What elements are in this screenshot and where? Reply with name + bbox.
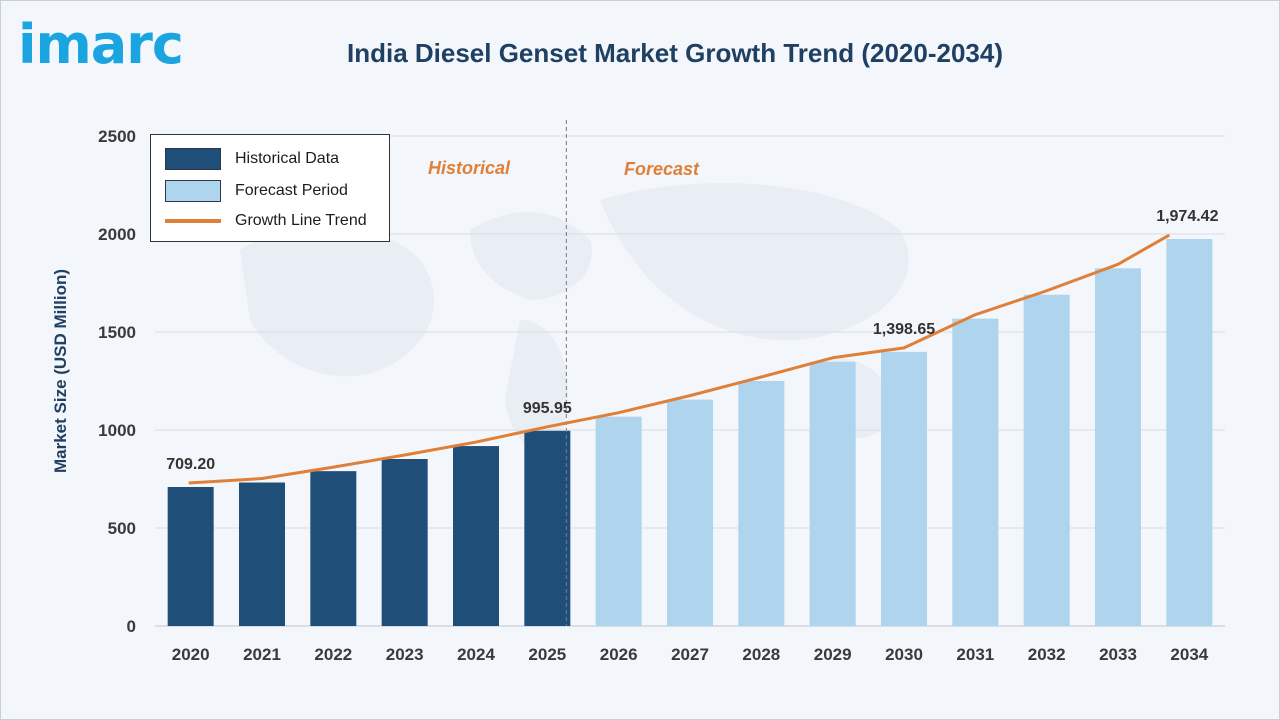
map-shape-1 xyxy=(470,211,592,300)
bar-2022 xyxy=(310,471,357,626)
y-tick-label-500: 500 xyxy=(108,519,136,538)
bar-2025 xyxy=(524,430,571,626)
data-label-2030: 1,398.65 xyxy=(873,321,935,338)
x-tick-label-2024: 2024 xyxy=(457,645,495,664)
legend-item-forecast: Forecast Period xyxy=(165,179,348,203)
bar-2021 xyxy=(239,482,285,626)
legend-swatch-trend xyxy=(165,219,221,223)
y-tick-label-1000: 1000 xyxy=(98,421,136,440)
legend-item-trend: Growth Line Trend xyxy=(165,209,367,233)
y-tick-label-0: 0 xyxy=(127,617,136,636)
bar-2031 xyxy=(952,318,999,626)
bar-2033 xyxy=(1095,268,1141,626)
map-shape-4 xyxy=(505,320,568,453)
map-shape-0 xyxy=(240,224,435,377)
historical-period-label: Historical xyxy=(428,158,511,178)
data-label-2025: 995.95 xyxy=(523,400,572,417)
legend-item-historical: Historical Data xyxy=(165,147,339,171)
legend: Historical Data Forecast Period Growth L… xyxy=(150,134,390,242)
bar-2024 xyxy=(453,446,499,626)
x-tick-label-2033: 2033 xyxy=(1099,645,1137,664)
legend-label-historical: Historical Data xyxy=(235,150,340,167)
data-label-2034: 1,974.42 xyxy=(1156,208,1218,225)
data-label-2020: 709.20 xyxy=(166,456,215,473)
growth-trend-line xyxy=(188,233,1171,485)
legend-label-trend: Growth Line Trend xyxy=(235,212,367,229)
legend-label-forecast: Forecast Period xyxy=(235,182,348,199)
chart-title: India Diesel Genset Market Growth Trend … xyxy=(346,38,1003,68)
bar-2028 xyxy=(738,381,785,626)
x-tick-label-2021: 2021 xyxy=(243,645,281,664)
x-tick-label-2022: 2022 xyxy=(314,645,352,664)
y-tick-label-2500: 2500 xyxy=(98,127,136,146)
bar-2027 xyxy=(667,399,713,626)
imarc-logo: imarc xyxy=(18,13,184,76)
bar-2029 xyxy=(809,361,856,626)
x-tick-label-2025: 2025 xyxy=(528,645,566,664)
x-tick-label-2029: 2029 xyxy=(814,645,852,664)
x-tick-label-2031: 2031 xyxy=(956,645,994,664)
x-tick-label-2020: 2020 xyxy=(172,645,210,664)
bar-2023 xyxy=(381,459,428,626)
y-tick-label-2000: 2000 xyxy=(98,225,136,244)
x-tick-label-2023: 2023 xyxy=(386,645,424,664)
x-tick-label-2026: 2026 xyxy=(600,645,638,664)
x-tick-label-2034: 2034 xyxy=(1170,645,1208,664)
map-shape-2 xyxy=(600,183,909,341)
bar-2032 xyxy=(1023,294,1070,626)
x-tick-label-2032: 2032 xyxy=(1028,645,1066,664)
x-tick-label-2027: 2027 xyxy=(671,645,709,664)
forecast-period-label: Forecast xyxy=(624,159,700,179)
x-tick-label-2028: 2028 xyxy=(742,645,780,664)
bar-2026 xyxy=(595,416,642,626)
y-axis-title: Market Size (USD Million) xyxy=(51,269,70,473)
x-tick-label-2030: 2030 xyxy=(885,645,923,664)
bar-2034 xyxy=(1166,239,1213,627)
bar-2030 xyxy=(881,351,927,626)
y-tick-label-1500: 1500 xyxy=(98,323,136,342)
bar-2020 xyxy=(167,486,214,626)
legend-swatch-forecast xyxy=(165,180,221,202)
legend-swatch-historical xyxy=(165,148,221,170)
